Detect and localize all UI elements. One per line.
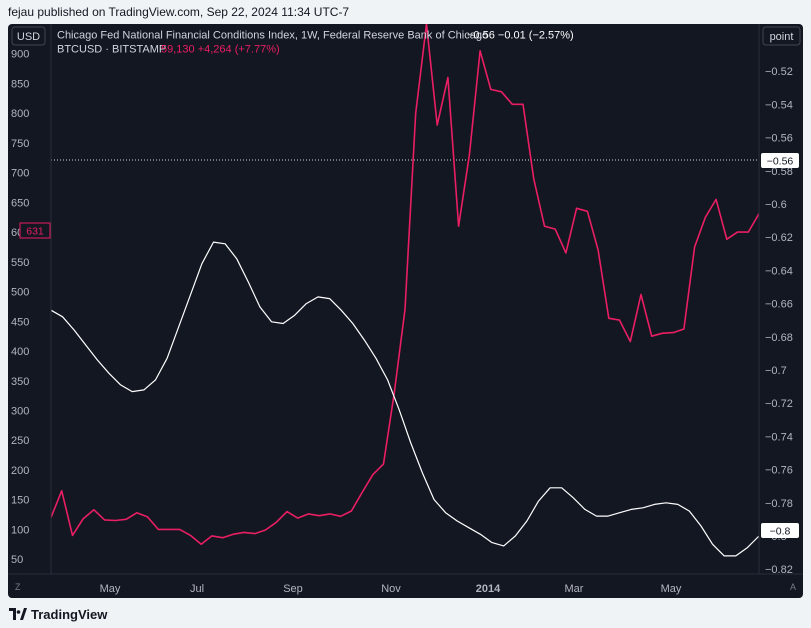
legend-series1-title: Chicago Fed National Financial Condition… — [57, 30, 488, 42]
right-axis-tick-label: −0.54 — [765, 99, 793, 111]
time-axis-tick-label: Sep — [283, 583, 303, 595]
left-axis-tick-label: 50 — [11, 554, 23, 566]
left-axis-tick-label: 200 — [11, 465, 29, 477]
left-axis-tick-label: 900 — [11, 49, 29, 61]
right-axis-tick-label: −0.68 — [765, 332, 793, 344]
chart-container[interactable]: 5010015020025030035040045050055060065070… — [8, 24, 803, 598]
left-axis-tick-label: 250 — [11, 435, 29, 447]
btc-price-line[interactable] — [50, 24, 760, 546]
footer: TradingView — [0, 600, 811, 628]
left-axis-tick-label: 750 — [11, 138, 29, 150]
footer-brand: TradingView — [31, 606, 108, 622]
right-axis-tick-label: −0.7 — [765, 365, 787, 377]
published-text: fejau published on TradingView.com, Sep … — [8, 5, 350, 19]
right-axis-tick-label: −0.78 — [765, 498, 793, 510]
left-axis-tick-label: 550 — [11, 257, 29, 269]
btc-current-price-label: 631 — [19, 222, 51, 239]
left-axis-tick-label: 150 — [11, 495, 29, 507]
nfci-line-end-label: −0.8 — [761, 523, 799, 538]
left-axis-tick-label: 100 — [11, 524, 29, 536]
time-axis-tick-label: Mar — [565, 583, 584, 595]
nfci-current-value-label: −0.56 — [761, 153, 799, 168]
right-axis-tick-label: −0.64 — [765, 265, 793, 277]
right-axis-tick-label: −0.58 — [765, 166, 793, 178]
nfci-current-value-text: −0.56 — [767, 156, 794, 168]
right-price-axis[interactable]: −0.82 −0.8 −0.78 −0.76 −0.74 −0.72 −0.7 −0.68 −0… — [765, 33, 793, 576]
btc-current-price-text: 631 — [26, 226, 44, 238]
legend-series2-values: 59,130 +4,264 (+7.77%) — [161, 44, 280, 56]
left-price-axis[interactable]: 5010015020025030035040045050055060065070… — [11, 49, 29, 566]
right-axis-tick-label: −0.52 — [765, 66, 793, 78]
currency-button-label: USD — [17, 31, 40, 43]
left-axis-tick-label: 300 — [11, 405, 29, 417]
right-axis-tick-label: −0.56 — [765, 133, 793, 145]
left-axis-tick-label: 400 — [11, 346, 29, 358]
left-axis-tick-label: 800 — [11, 108, 29, 120]
legend[interactable]: Chicago Fed National Financial Condition… — [57, 30, 574, 56]
unit-button[interactable]: point — [762, 26, 801, 46]
time-axis-tick-label: May — [100, 583, 121, 595]
right-axis-tick-label: −0.66 — [765, 299, 793, 311]
left-axis-tick-label: 850 — [11, 78, 29, 90]
left-axis-tick-label: 500 — [11, 287, 29, 299]
time-axis-tick-label: May — [661, 583, 682, 595]
left-axis-tick-label: 450 — [11, 316, 29, 328]
time-axis-tick-label: Nov — [381, 583, 401, 595]
right-axis-tick-label: −0.72 — [765, 398, 793, 410]
time-axis-tick-label: 2014 — [476, 583, 501, 595]
currency-button[interactable]: USD — [11, 26, 46, 46]
left-axis-tick-label: 700 — [11, 168, 29, 180]
tradingview-logo-icon — [9, 608, 27, 620]
chart-svg[interactable]: 5010015020025030035040045050055060065070… — [8, 24, 803, 598]
right-axis-tick-label: −0.76 — [765, 465, 793, 477]
legend-series1-values: −0.56 −0.01 (−2.57%) — [467, 30, 574, 42]
right-axis-tick-label: −0.62 — [765, 232, 793, 244]
right-axis-tick-label: −0.82 — [765, 564, 793, 576]
auto-scale-corner-button[interactable]: A — [790, 582, 796, 592]
time-axis-tick-label: Jul — [190, 583, 204, 595]
time-axis[interactable]: May Jul Sep Nov 2014 Mar May — [100, 583, 682, 595]
right-axis-tick-label: −0.6 — [765, 199, 787, 211]
legend-series2-title: BTCUSD · BITSTAMP — [57, 44, 166, 56]
unit-button-label: point — [770, 31, 794, 43]
publish-header: fejau published on TradingView.com, Sep … — [0, 0, 811, 24]
left-axis-tick-label: 350 — [11, 376, 29, 388]
right-axis-tick-label: −0.74 — [765, 431, 793, 443]
nfci-line-end-text: −0.8 — [770, 526, 791, 538]
left-axis-tick-label: 650 — [11, 197, 29, 209]
zoom-corner-button[interactable]: Z — [15, 582, 21, 592]
nfci-index-line[interactable] — [50, 241, 760, 557]
